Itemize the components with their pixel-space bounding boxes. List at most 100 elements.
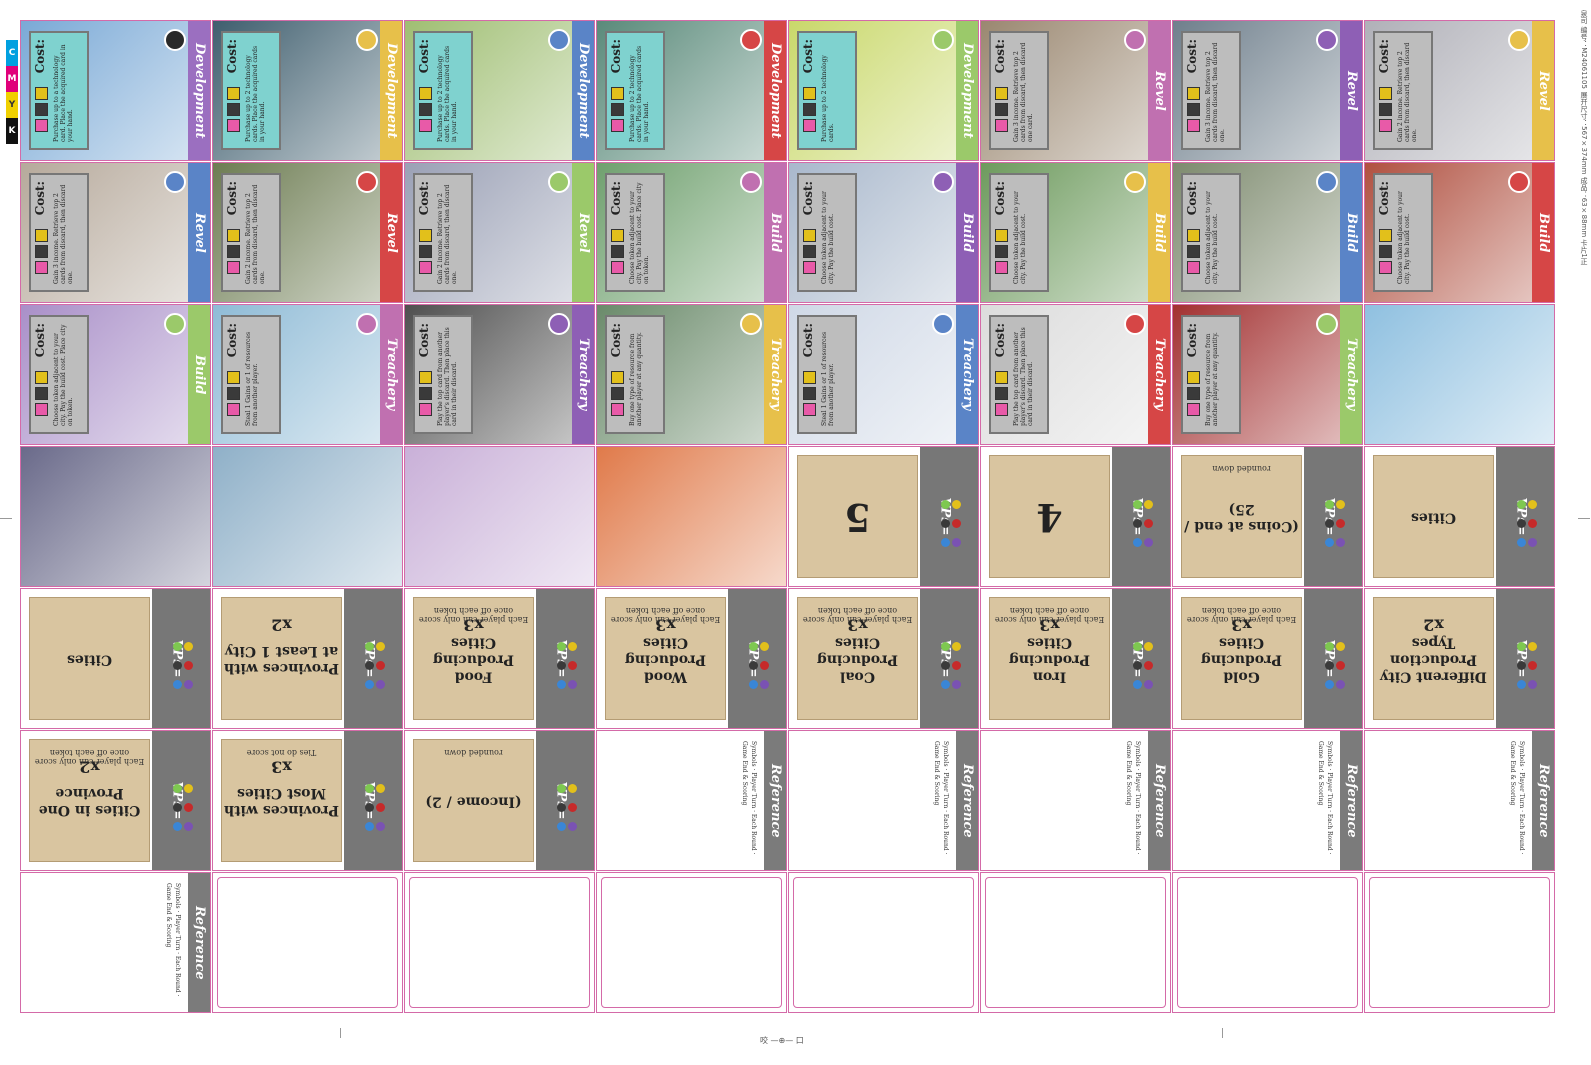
game-card[interactable]: Reference Symbols · Player Turn · Each Ro…	[596, 730, 787, 871]
game-card[interactable]: Development Cost: Purchase up to 2 technol…	[788, 20, 979, 161]
blank-card-border	[1177, 877, 1358, 1008]
game-card[interactable]	[20, 446, 211, 587]
blank-card-border	[793, 877, 974, 1008]
card-type-band: Revel	[1532, 21, 1554, 160]
action-panel: Cost: Choose token adjacent to your city.…	[1181, 173, 1241, 292]
production-dot-icon	[365, 679, 374, 689]
production-dot-icon	[376, 783, 385, 793]
game-card[interactable]: Coal Producing Cities x3 Each player can o…	[788, 588, 979, 729]
card-type-label: Treachery	[960, 338, 975, 411]
game-card[interactable]: (Coins at end / 25) rounded down VPs=	[1172, 446, 1363, 587]
card-type-band: Build	[188, 305, 210, 444]
game-card[interactable]: Revel Cost: Gain 3 income. Retrieve top 2 …	[980, 20, 1171, 161]
game-card[interactable]: Reference Symbols · Player Turn · Each Ro…	[20, 872, 211, 1013]
game-card[interactable]: Reference Symbols · Player Turn · Each Ro…	[1364, 730, 1555, 871]
game-card[interactable]	[404, 446, 595, 587]
game-card[interactable]: Provinces with at Least 1 City x2 VPs=	[212, 588, 403, 729]
game-card[interactable]: Treachery Cost: Steal 1 Gains or 1 of reso…	[788, 304, 979, 445]
cost-label: Cost:	[33, 323, 47, 358]
game-card[interactable]	[1364, 304, 1555, 445]
game-card[interactable]: Build Cost: Choose token adjacent to your …	[20, 304, 211, 445]
game-card[interactable]: 4 VPs=	[980, 446, 1171, 587]
game-card[interactable]: Development Cost: Purchase up to 2 technol…	[404, 20, 595, 161]
game-card[interactable]: Revel Cost: Gain 2 income. Retrieve top 2 …	[1364, 20, 1555, 161]
game-card[interactable]: Provinces with Most Cities x3 Ties do not …	[212, 730, 403, 871]
game-card[interactable]: Treachery Cost: Buy one type of resource f…	[1172, 304, 1363, 445]
game-card[interactable]: Development Cost: Purchase up to 2 technol…	[212, 20, 403, 161]
game-card[interactable]: Cities in One Province x2 Each player can …	[20, 730, 211, 871]
production-dot-icon	[1528, 679, 1537, 689]
game-card[interactable]: Build Cost: Choose token adjacent to your …	[980, 162, 1171, 303]
faction-emblem-icon	[356, 29, 378, 51]
vp-card-body: Cities	[1373, 455, 1494, 578]
game-card[interactable]: Gold Producing Cities x3 Each player can o…	[1172, 588, 1363, 729]
action-panel: Cost: Choose token adjacent to your city.…	[605, 173, 665, 292]
game-card[interactable]: Build Cost: Choose token adjacent to your …	[596, 162, 787, 303]
game-card[interactable]: Revel Cost: Gain 3 income. Retrieve top 2 …	[1172, 20, 1363, 161]
game-card[interactable]: Reference Symbols · Player Turn · Each Ro…	[1172, 730, 1363, 871]
game-card[interactable]: Cities VPs=	[1364, 446, 1555, 587]
blank-card[interactable]	[404, 872, 595, 1013]
production-dot-icon	[557, 660, 566, 670]
game-card[interactable]: 5 VPs=	[788, 446, 979, 587]
production-dot-icon	[1336, 499, 1345, 509]
game-card[interactable]: Build Cost: Choose token adjacent to your …	[788, 162, 979, 303]
card-type-band: Development	[380, 21, 402, 160]
game-card[interactable]: Reference Symbols · Player Turn · Each Ro…	[980, 730, 1171, 871]
game-card[interactable]: Revel Cost: Gain 3 income. Retrieve top 2 …	[20, 162, 211, 303]
game-card[interactable]: Development Cost: Purchase up to 2 technol…	[596, 20, 787, 161]
game-card[interactable]: Build Cost: Choose token adjacent to your …	[1364, 162, 1555, 303]
production-dot-icon	[749, 641, 758, 651]
vp-condition: Iron Producing Cities	[1008, 634, 1091, 684]
production-dot-icon	[1528, 518, 1537, 528]
resource-cube-icon	[419, 245, 432, 258]
action-text: Gain 3 income. Retrieve top 2 cards from…	[1013, 42, 1034, 142]
blank-card[interactable]	[788, 872, 979, 1013]
blank-card[interactable]	[1364, 872, 1555, 1013]
resource-cube-icon	[35, 87, 48, 100]
game-card[interactable]: (Income / 2) rounded down VPs=	[404, 730, 595, 871]
resource-cube-icon	[227, 261, 240, 274]
card-type-label: Development	[576, 42, 591, 139]
game-card[interactable]: Treachery Cost: Steal 1 Gains or 1 of reso…	[212, 304, 403, 445]
resource-cube-icon	[35, 387, 48, 400]
game-card[interactable]	[596, 446, 787, 587]
game-card[interactable]: Treachery Cost: Play the top card from ano…	[404, 304, 595, 445]
cost-label: Cost:	[609, 39, 623, 74]
production-dot-icon	[376, 660, 385, 670]
vp-strip: VPs=	[536, 589, 594, 728]
game-card[interactable]: Wood Producing Cities x3 Each player can o…	[596, 588, 787, 729]
action-panel: Cost: Choose token adjacent to your city.…	[797, 173, 857, 292]
blank-card[interactable]	[980, 872, 1171, 1013]
game-card[interactable]: Development Cost: Purchase up to a technol…	[20, 20, 211, 161]
game-card[interactable]: Treachery Cost: Play the top card from ano…	[980, 304, 1171, 445]
game-card[interactable]: Reference Symbols · Player Turn · Each Ro…	[788, 730, 979, 871]
blank-card[interactable]	[596, 872, 787, 1013]
blank-card[interactable]	[1172, 872, 1363, 1013]
resource-cube-icon	[611, 261, 624, 274]
game-card[interactable]: Iron Producing Cities x3 Each player can o…	[980, 588, 1171, 729]
game-card[interactable]: Different City Production Types x2 VPs=	[1364, 588, 1555, 729]
production-dot-icon	[568, 821, 577, 831]
reference-label: Reference	[1536, 763, 1551, 838]
game-card[interactable]: Revel Cost: Gain 2 income. Retrieve top 2 …	[404, 162, 595, 303]
resource-cube-icon	[611, 87, 624, 100]
game-card[interactable]: Food Producing Cities x3 Each player can o…	[404, 588, 595, 729]
action-text: Purchase up to 2 technology cards. Place…	[629, 45, 650, 142]
cmyk-color-bar: C M Y K	[6, 40, 18, 144]
resource-cube-icon	[803, 245, 816, 258]
reference-band: Reference	[764, 731, 786, 870]
game-card[interactable]: Treachery Cost: Buy one type of resource f…	[596, 304, 787, 445]
resource-cube-icon	[995, 261, 1008, 274]
production-icons	[556, 637, 578, 689]
vp-card-body: 5	[797, 455, 918, 578]
game-card[interactable]: Build Cost: Choose token adjacent to your …	[1172, 162, 1363, 303]
game-card[interactable]	[212, 446, 403, 587]
production-dot-icon	[1517, 499, 1526, 509]
vp-value: 5	[844, 494, 871, 540]
game-card[interactable]: Revel Cost: Gain 2 income. Retrieve top 2 …	[212, 162, 403, 303]
vp-strip: VPs=	[728, 589, 786, 728]
game-card[interactable]: Cities VPs=	[20, 588, 211, 729]
blank-card[interactable]	[212, 872, 403, 1013]
card-type-band: Development	[764, 21, 786, 160]
